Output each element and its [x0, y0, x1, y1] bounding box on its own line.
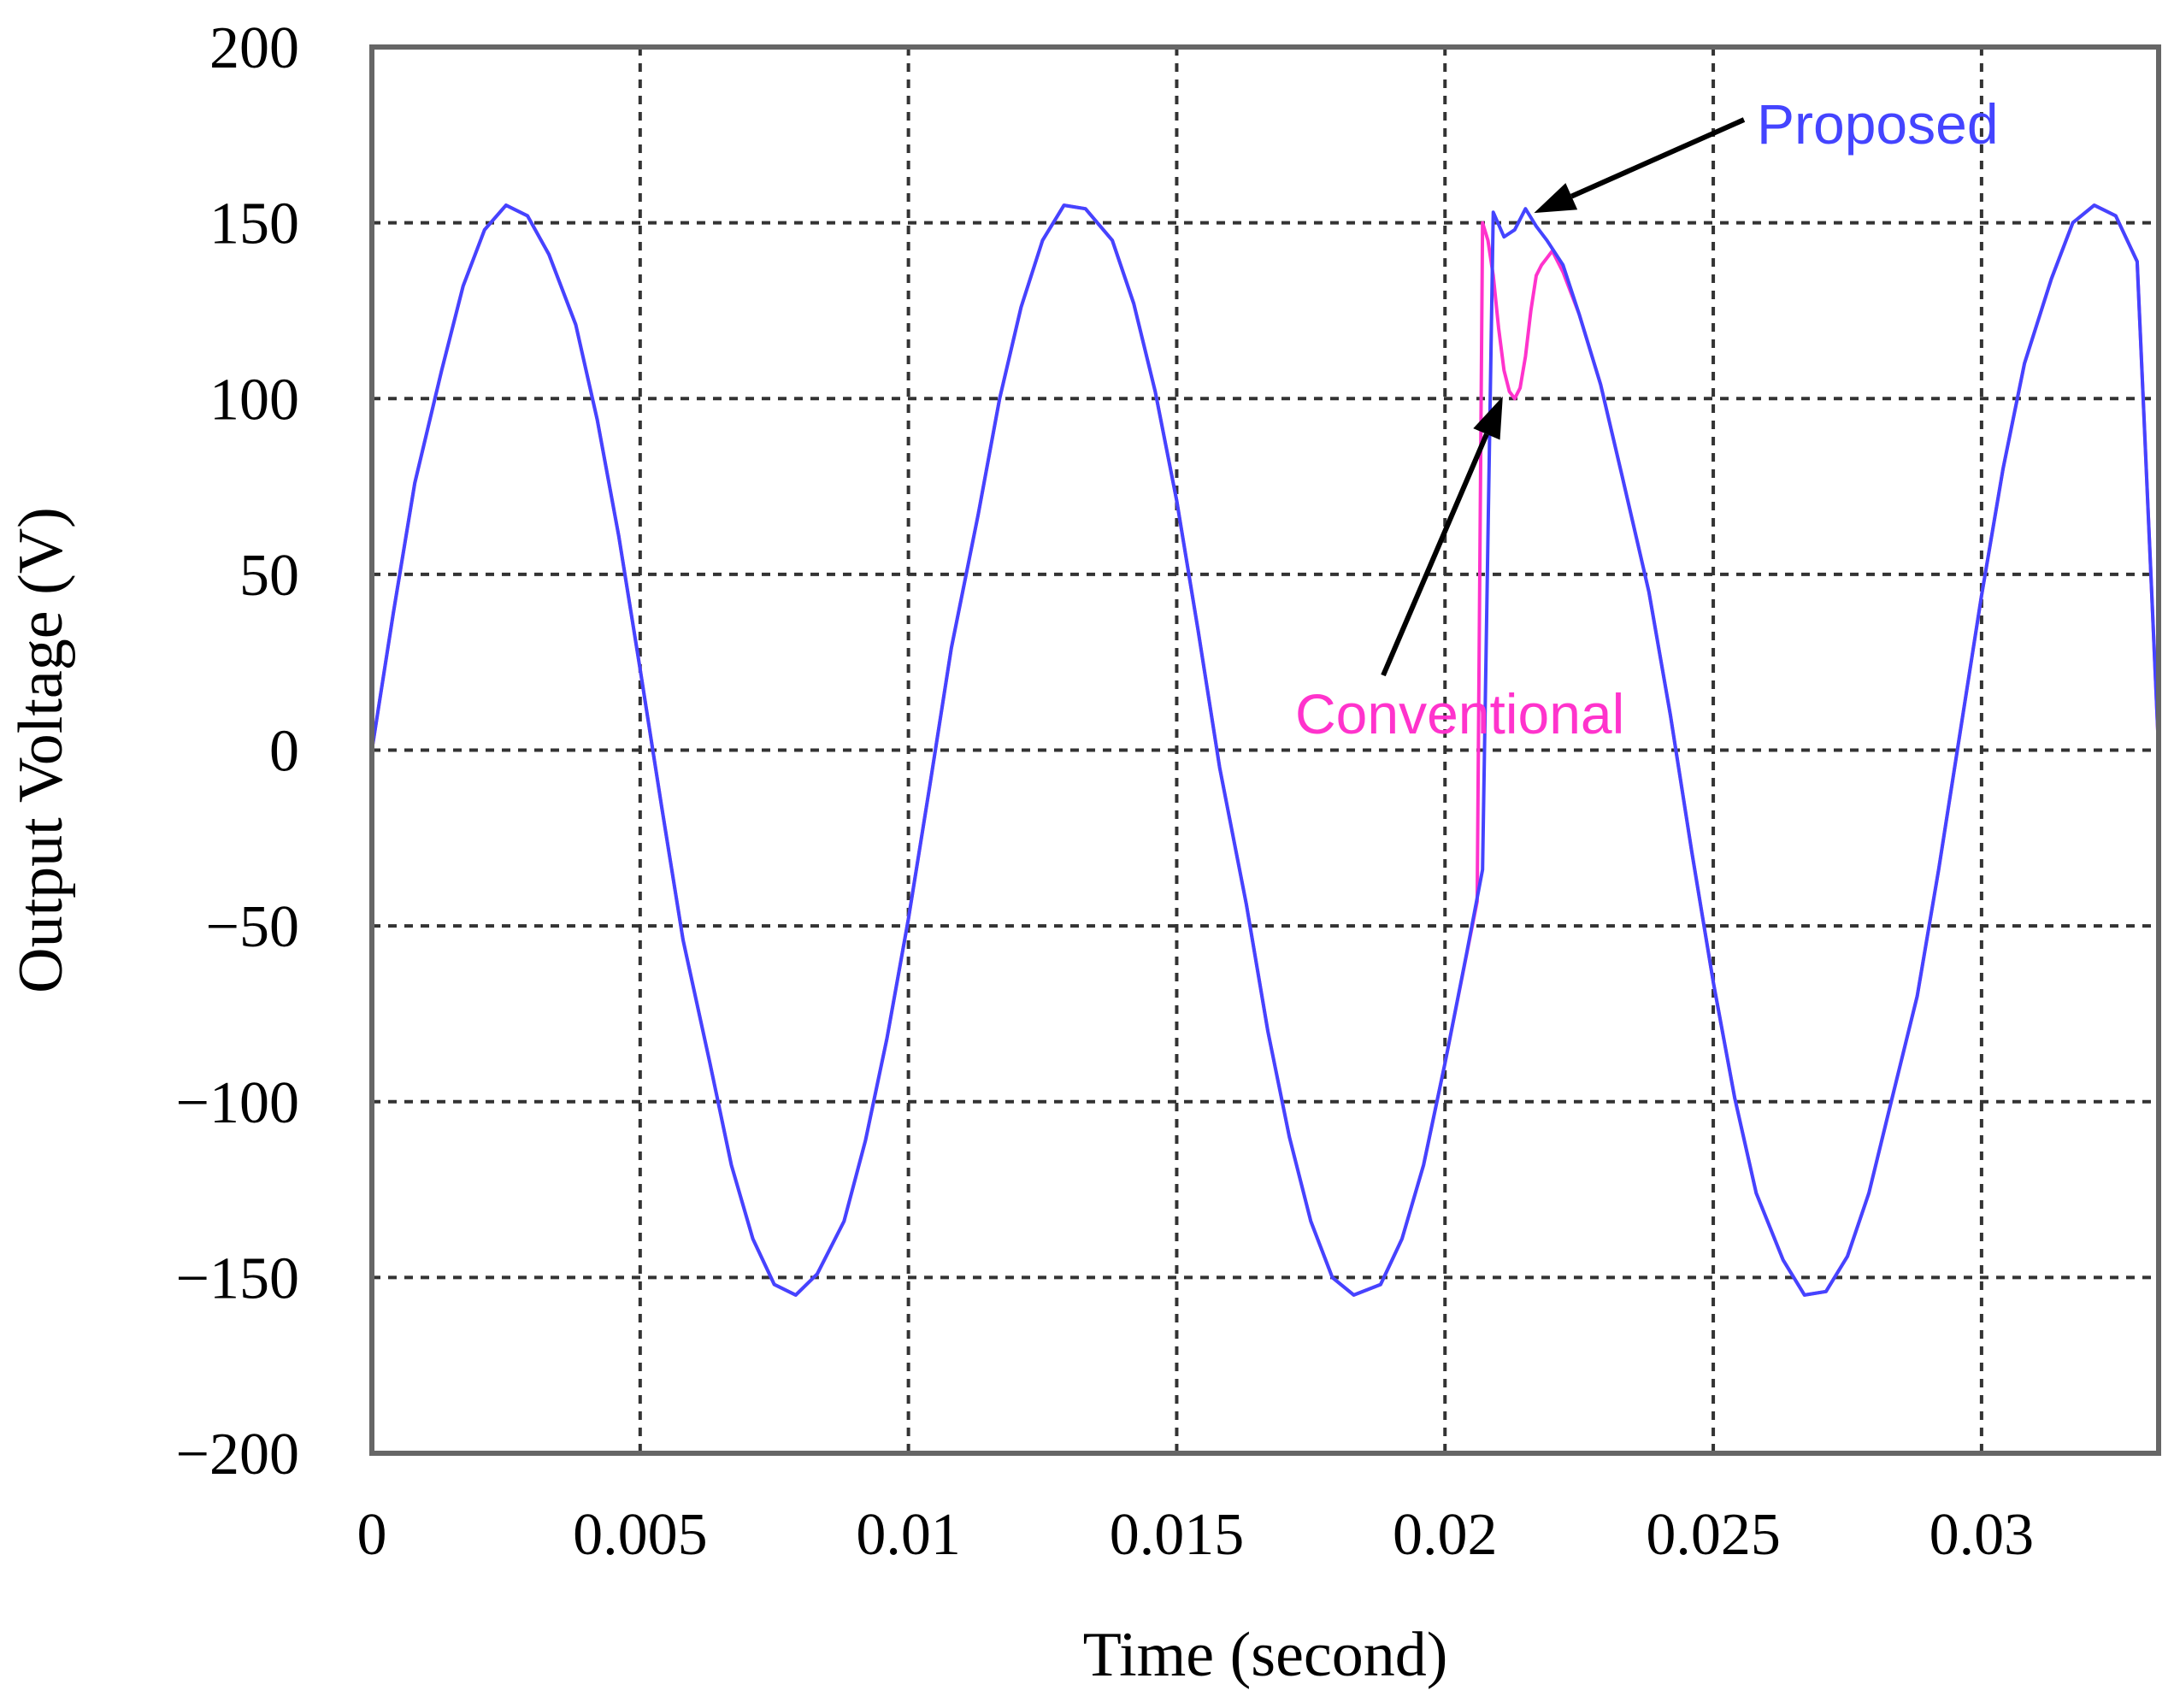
x-tick-label: 0.02 — [1393, 1502, 1498, 1568]
proposed-arrowhead — [1534, 183, 1578, 214]
series-lines — [370, 203, 2160, 1297]
x-tick-label: 0.005 — [573, 1502, 708, 1568]
conventional-arrow — [1381, 433, 1489, 677]
x-tick-label: 0.03 — [1929, 1502, 2035, 1568]
proposed-annotation: Proposed — [1757, 92, 1999, 156]
x-tick-label: 0.015 — [1110, 1502, 1245, 1568]
plot-frame — [369, 44, 2161, 1456]
proposed-arrow — [1570, 117, 1746, 199]
x-tick-label: 0.025 — [1646, 1502, 1781, 1568]
conventional-annotation: Conventional — [1295, 682, 1624, 745]
series-proposed-line — [370, 203, 2160, 1297]
y-tick-label: −200 — [176, 1422, 299, 1487]
y-tick-label: 100 — [209, 367, 299, 433]
x-axis-ticks: 0 0.005 0.01 0.015 0.02 0.025 0.03 — [357, 1502, 2035, 1568]
y-axis-label: Output Voltage (V) — [6, 507, 76, 993]
conventional-arrowhead — [1473, 396, 1503, 440]
annotations: Proposed Conventional — [1295, 92, 1999, 745]
y-tick-label: 0 — [269, 719, 299, 785]
y-tick-label: −100 — [176, 1070, 299, 1136]
y-axis-ticks: 200 150 100 50 0 −50 −100 −150 −200 — [176, 15, 299, 1487]
y-tick-label: 50 — [239, 543, 299, 609]
x-axis-label: Time (second) — [1083, 1620, 1448, 1690]
y-tick-label: 200 — [209, 15, 299, 81]
x-tick-label: 0 — [357, 1502, 387, 1568]
x-tick-label: 0.01 — [856, 1502, 961, 1568]
grid — [372, 47, 2159, 1453]
y-tick-label: 150 — [209, 191, 299, 257]
y-tick-label: −50 — [206, 894, 299, 960]
y-tick-label: −150 — [176, 1246, 299, 1311]
